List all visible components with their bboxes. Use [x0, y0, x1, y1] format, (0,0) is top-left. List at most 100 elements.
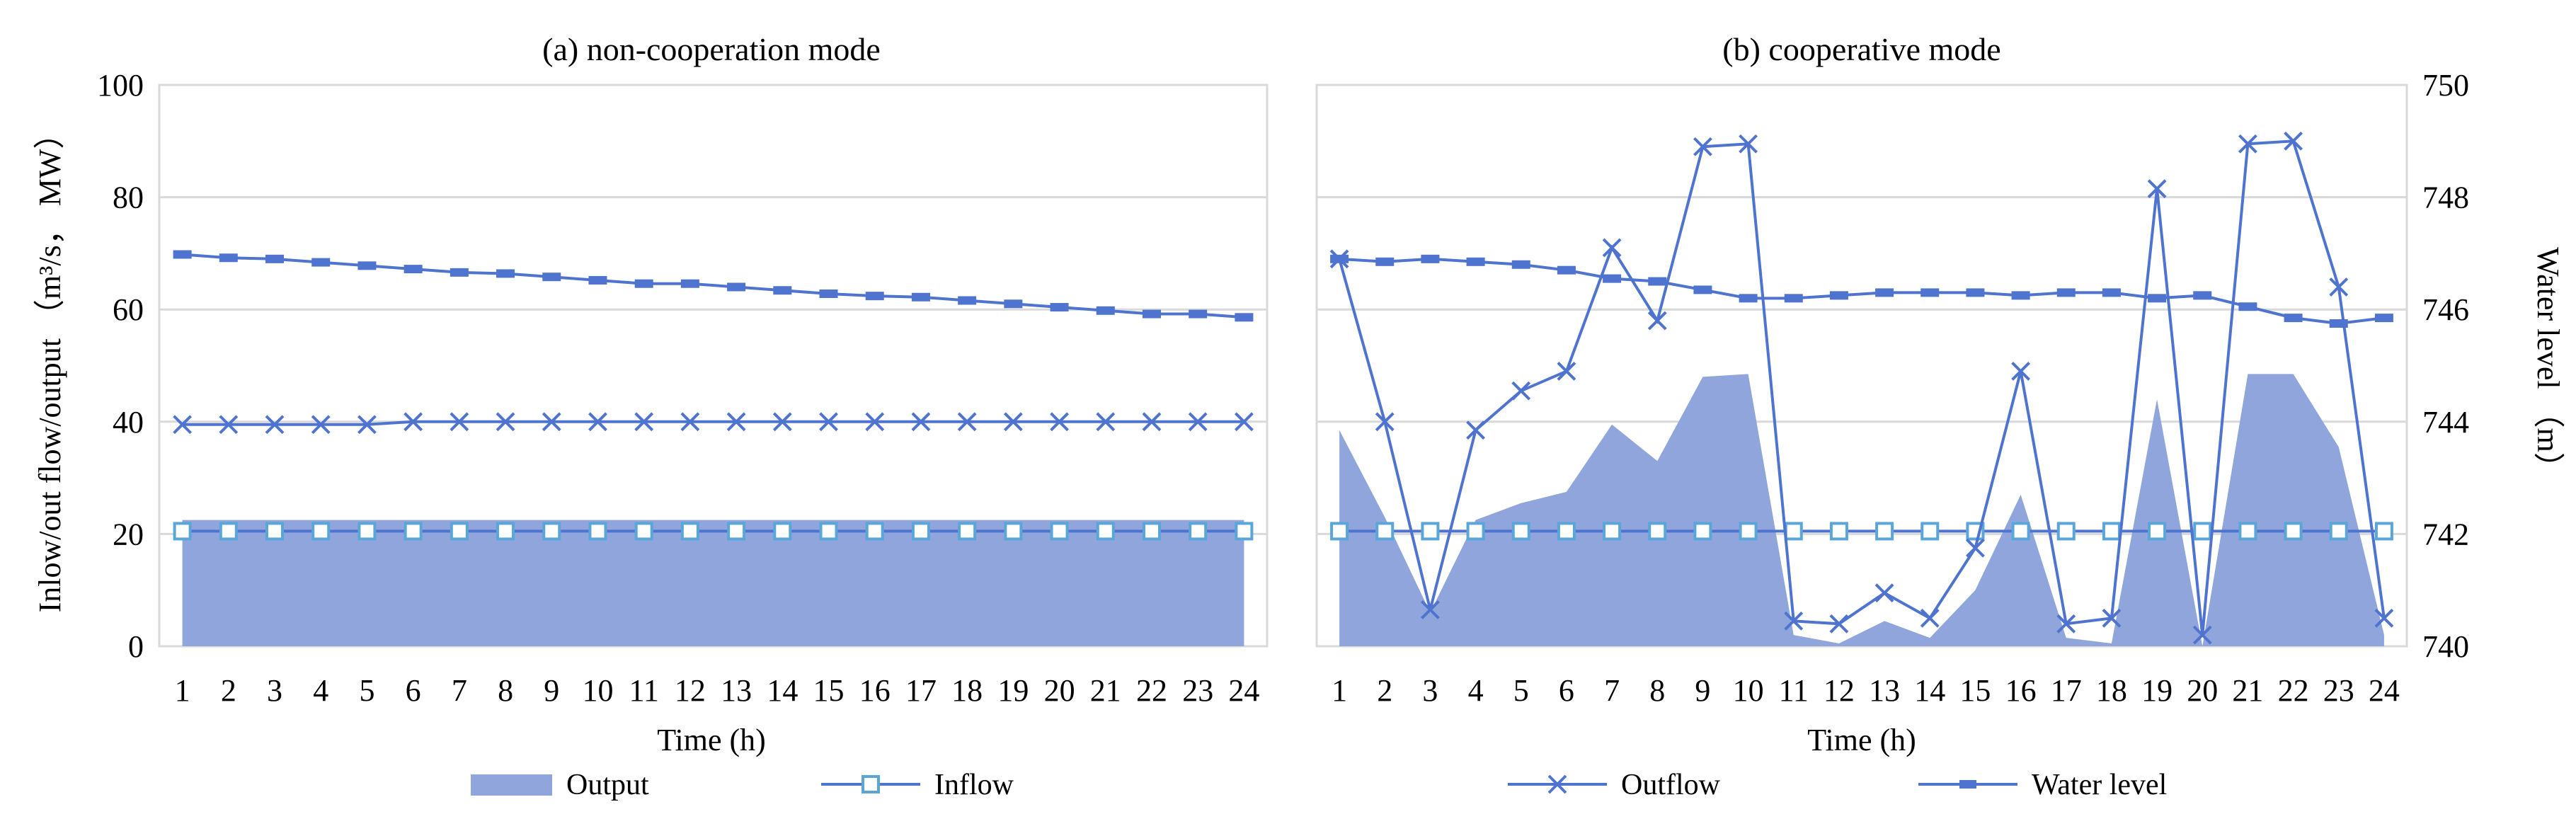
legend-outflow-marker — [1547, 774, 1567, 794]
series-inflow-point — [2011, 522, 2030, 541]
series-outflow-point — [1188, 412, 1208, 432]
series-water-level-point — [1142, 309, 1161, 319]
y-tick-label: 0 — [128, 629, 144, 664]
legend-inflow-marker — [861, 775, 880, 793]
x-tick-label: 22 — [1136, 673, 1167, 708]
series-inflow-point — [496, 522, 515, 541]
series-water-level-point — [1004, 299, 1023, 309]
series-outflow-point — [311, 415, 331, 435]
series-water-level-point — [1330, 254, 1349, 263]
x-tick-label: 23 — [1182, 673, 1213, 708]
series-inflow-point — [1466, 522, 1485, 541]
series-outflow-point — [1602, 238, 1622, 258]
series-inflow-point — [1330, 522, 1349, 541]
x-tick-label: 16 — [859, 673, 891, 708]
x-tick-label: 21 — [2232, 673, 2263, 708]
x-tick-label: 15 — [813, 673, 845, 708]
x-tick-label: 21 — [1090, 673, 1121, 708]
series-outflow-point — [819, 412, 838, 432]
series-water-level-point — [2011, 291, 2030, 300]
series-outflow-point — [2329, 277, 2349, 297]
series-inflow-point — [2329, 522, 2348, 541]
x-tick-label: 8 — [498, 673, 513, 708]
series-water-level-point — [1375, 257, 1395, 266]
series-outflow-point — [1421, 600, 1440, 619]
series-outflow-point — [1829, 614, 1849, 634]
x-tick-label: 14 — [767, 673, 798, 708]
series-outflow-point — [680, 412, 700, 432]
series-inflow-point — [1648, 522, 1667, 541]
series-outflow-point — [726, 412, 746, 432]
series-inflow-point — [2102, 522, 2121, 541]
series-water-level-point — [1603, 274, 1622, 283]
series-inflow-point — [1421, 522, 1440, 541]
x-tick-label: 20 — [2187, 673, 2218, 708]
series-outflow-point — [1693, 137, 1712, 156]
series-inflow-point — [1693, 522, 1712, 541]
x-tick-label: 18 — [951, 673, 983, 708]
series-water-level-point — [2056, 288, 2076, 297]
series-inflow-point — [403, 522, 423, 541]
series-inflow-point — [1875, 522, 1894, 541]
y2-tick-label: 740 — [2422, 629, 2469, 664]
series-inflow-point — [265, 522, 285, 541]
series-outflow-point — [911, 412, 931, 432]
x-tick-label: 17 — [2051, 673, 2082, 708]
panel-b-output-area-layer — [1339, 374, 2384, 646]
series-water-level-point — [173, 250, 192, 259]
panel-a-title: (a) non-cooperation mode — [542, 31, 881, 67]
series-water-level-point — [1875, 288, 1894, 297]
x-tick-label: 17 — [905, 673, 937, 708]
x-tick-label: 9 — [544, 673, 559, 708]
series-water-level-point — [1693, 285, 1712, 294]
series-inflow-point — [2238, 522, 2257, 541]
x-tick-label: 24 — [1228, 673, 1259, 708]
y2-tick-label: 748 — [2422, 180, 2469, 215]
legend-item-water-level: Water level — [1918, 769, 2167, 801]
series-inflow-point — [219, 522, 238, 541]
series-water-level-point — [958, 296, 977, 305]
series-inflow-point — [1004, 522, 1023, 541]
x-tick-label: 15 — [1959, 673, 1991, 708]
series-outflow-point — [2011, 362, 2030, 381]
legend-water-level-label: Water level — [2032, 769, 2167, 801]
series-inflow-point — [2193, 522, 2212, 541]
series-water-level-point — [357, 261, 377, 270]
series-inflow-point — [588, 522, 607, 541]
panel-b-title: (b) cooperative mode — [1722, 31, 2000, 67]
y2-tick-label: 746 — [2422, 292, 2469, 327]
series-outflow-point — [2056, 614, 2076, 634]
x-tick-label: 12 — [1824, 673, 1855, 708]
series-inflow-point — [1739, 522, 1758, 541]
series-water-level-point — [1557, 265, 1576, 275]
series-outflow-point — [1920, 608, 1940, 628]
series-water-level-point — [1096, 306, 1115, 315]
series-outflow-point — [2374, 608, 2394, 628]
legend-outflow-label: Outflow — [1621, 769, 1721, 801]
series-outflow-point — [772, 412, 792, 432]
x-tick-label: 16 — [2005, 673, 2037, 708]
series-water-level-point — [911, 292, 930, 302]
series-water-level-point — [1421, 254, 1440, 263]
series-water-level-point — [588, 275, 607, 285]
x-tick-label: 12 — [675, 673, 706, 708]
x-tick-label: 2 — [1377, 673, 1392, 708]
x-tick-label: 6 — [1559, 673, 1574, 708]
series-inflow-point — [1375, 522, 1395, 541]
series-outflow-point — [1966, 538, 1985, 558]
series-outflow-point — [450, 412, 469, 432]
x-tick-label: 2 — [221, 673, 236, 708]
x-tick-label: 7 — [1604, 673, 1620, 708]
right-y-axis-label: Water level （m） — [2531, 247, 2565, 483]
series-outflow-point — [2238, 134, 2257, 154]
series-inflow-point — [819, 522, 838, 541]
legend-item-inflow: Inflow — [821, 769, 1014, 801]
series-outflow-point — [634, 412, 654, 432]
series-water-level-point — [2148, 294, 2167, 303]
panel-a-x-ticks: 1 2 3 4 5 6 7 8 9 10 11 12 13 14 15 16 17 18 19 20 21 22 23 24 — [175, 673, 1260, 708]
series-water-level-point — [727, 282, 746, 292]
y2-tick-label: 742 — [2422, 517, 2469, 551]
panel-a-lines-layer — [173, 250, 1254, 541]
series-outflow-point — [173, 415, 193, 435]
series-outflow-point — [265, 415, 285, 435]
